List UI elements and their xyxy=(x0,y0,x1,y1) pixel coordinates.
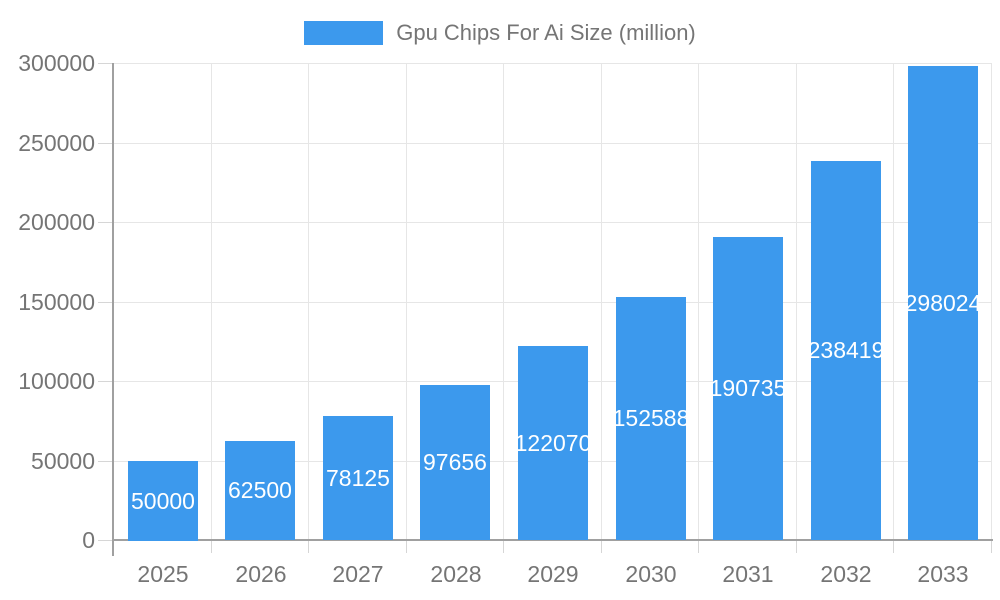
y-tick xyxy=(98,540,114,541)
x-tick xyxy=(698,541,699,553)
y-tick xyxy=(98,381,114,382)
bar xyxy=(420,385,490,540)
y-tick xyxy=(98,222,114,223)
y-axis-label: 150000 xyxy=(18,289,95,315)
x-tick xyxy=(406,541,407,553)
y-axis-label: 0 xyxy=(82,527,95,553)
x-axis-label: 2026 xyxy=(235,561,287,587)
v-gridline xyxy=(698,63,699,540)
bar xyxy=(616,297,686,540)
v-gridline xyxy=(503,63,504,540)
bar xyxy=(713,237,783,540)
x-axis-label: 2032 xyxy=(820,561,872,587)
bar xyxy=(128,461,198,541)
v-gridline xyxy=(406,63,407,540)
bar xyxy=(908,66,978,540)
x-tick xyxy=(991,541,992,553)
h-gridline xyxy=(114,222,992,223)
legend-label: Gpu Chips For Ai Size (million) xyxy=(396,20,696,45)
y-axis-label: 100000 xyxy=(18,368,95,394)
y-axis-label: 300000 xyxy=(18,50,95,76)
x-tick xyxy=(601,541,602,553)
x-tick xyxy=(211,541,212,553)
x-axis-label: 2029 xyxy=(527,561,579,587)
x-tick xyxy=(308,541,309,553)
legend-item[interactable]: Gpu Chips For Ai Size (million) xyxy=(304,20,696,46)
y-tick xyxy=(98,302,114,303)
x-axis-label: 2025 xyxy=(137,561,189,587)
h-gridline xyxy=(114,143,992,144)
x-axis-label: 2030 xyxy=(625,561,677,587)
y-axis-label: 250000 xyxy=(18,130,95,156)
x-tick xyxy=(893,541,894,553)
h-gridline xyxy=(114,63,992,64)
x-axis-label: 2028 xyxy=(430,561,482,587)
y-axis-label: 50000 xyxy=(31,448,95,474)
bar xyxy=(323,416,393,540)
y-axis-line xyxy=(112,63,114,556)
y-tick xyxy=(98,143,114,144)
v-gridline xyxy=(991,63,992,540)
x-tick xyxy=(503,541,504,553)
y-tick xyxy=(98,461,114,462)
bar xyxy=(518,346,588,540)
v-gridline xyxy=(796,63,797,540)
h-gridline xyxy=(114,302,992,303)
y-axis-label: 200000 xyxy=(18,209,95,235)
bar xyxy=(811,161,881,540)
legend: Gpu Chips For Ai Size (million) xyxy=(0,20,1000,46)
legend-swatch xyxy=(304,21,384,45)
v-gridline xyxy=(308,63,309,540)
bar xyxy=(225,441,295,540)
x-axis-line xyxy=(112,539,993,541)
v-gridline xyxy=(601,63,602,540)
v-gridline xyxy=(211,63,212,540)
x-axis-label: 2031 xyxy=(722,561,774,587)
x-axis-label: 2027 xyxy=(332,561,384,587)
x-axis-label: 2033 xyxy=(917,561,969,587)
x-tick xyxy=(796,541,797,553)
y-tick xyxy=(98,63,114,64)
v-gridline xyxy=(893,63,894,540)
